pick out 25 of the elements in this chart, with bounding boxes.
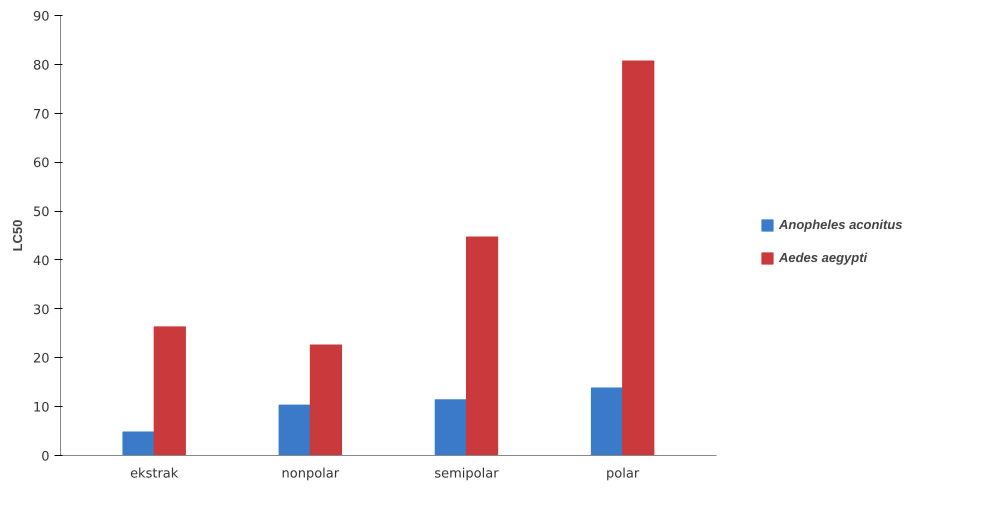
x-tick-label: nonpolar [282, 466, 340, 482]
bar [122, 432, 155, 456]
y-tick-label: 90 [32, 10, 50, 24]
y-tick-label: 40 [32, 254, 50, 269]
y-tick-label: 10 [32, 400, 50, 416]
bar [310, 344, 342, 456]
y-tick-label: 0 [41, 450, 50, 464]
bar [434, 399, 467, 456]
y-tick-label: 60 [32, 156, 50, 172]
bar [466, 236, 498, 456]
x-tick-label: semipolar [434, 466, 500, 482]
y-tick-label: 20 [32, 352, 50, 367]
y-tick-label: 30 [32, 302, 50, 318]
legend-label: Anopheles aconitus [779, 217, 903, 232]
bar [154, 326, 186, 456]
y-axis-title: LC50 [10, 220, 25, 252]
bar [622, 60, 654, 456]
bar [590, 388, 624, 456]
bar [278, 404, 311, 456]
legend-label: Aedes aegypti [779, 250, 868, 265]
y-tick-label: 50 [32, 205, 50, 220]
y-tick-label: 70 [32, 107, 50, 122]
y-tick-label: 80 [32, 58, 50, 74]
x-tick-label: polar [606, 466, 640, 482]
x-tick-label: ekstrak [130, 466, 179, 482]
